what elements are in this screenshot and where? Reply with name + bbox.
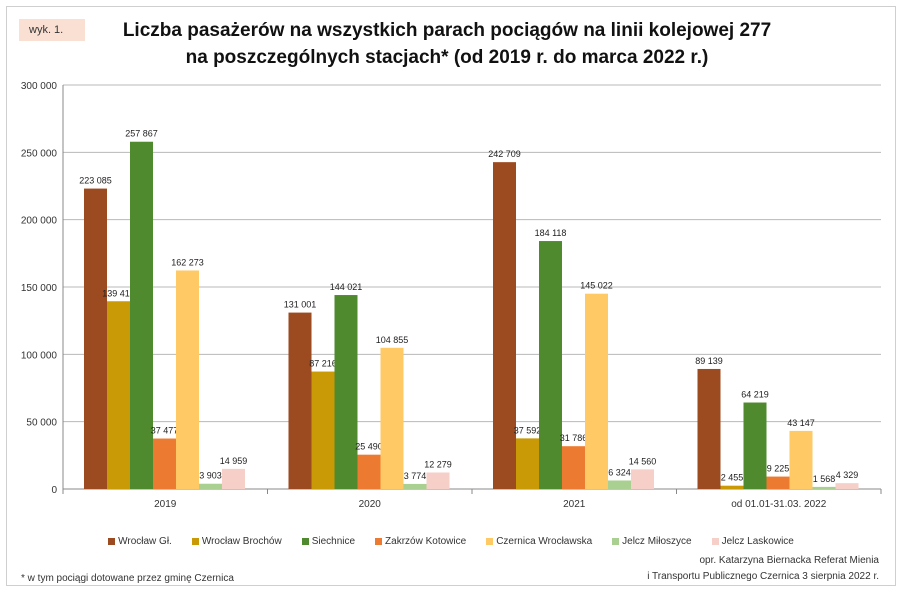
bar: [562, 446, 585, 489]
y-tick-label: 0: [51, 485, 57, 496]
data-label: 14 560: [629, 456, 657, 466]
y-tick-label: 150 000: [21, 283, 58, 294]
y-tick-label: 100 000: [21, 350, 58, 361]
bar: [199, 483, 222, 489]
data-label: 184 118: [535, 228, 567, 238]
credit: opr. Katarzyna Biernacka Referat Mienia …: [647, 553, 879, 585]
data-label: 87 216: [309, 359, 337, 369]
legend-item: Zakrzów Kotowice: [375, 536, 466, 547]
credit-line-1: opr. Katarzyna Biernacka Referat Mienia: [699, 555, 879, 566]
data-label: 1 568: [813, 474, 836, 484]
bar: [516, 438, 539, 489]
bar-chart: 0 50 000 100 000 150 000 200 000 250 000 300 0…: [21, 81, 882, 510]
data-label: 223 085: [79, 176, 112, 186]
bar: [608, 480, 631, 489]
legend-item: Czernica Wrocławska: [486, 536, 592, 547]
legend-swatch: [711, 538, 719, 545]
credit-line-2: i Transportu Publicznego Czernica 3 sier…: [647, 571, 879, 582]
data-label: 139 416: [102, 288, 135, 298]
bar: [107, 301, 130, 489]
legend-label: Czernica Wrocławska: [496, 536, 593, 547]
data-label: 145 022: [580, 281, 613, 291]
footnote: * w tym pociągi dotowane przez gminę Cze…: [21, 573, 234, 584]
bar: [631, 469, 654, 489]
data-label: 6 324: [608, 467, 631, 477]
data-label: 104 855: [376, 335, 409, 345]
x-tick-label: 2019: [154, 499, 177, 510]
data-label: 9 225: [767, 464, 790, 474]
legend-label: Zakrzów Kotowice: [385, 536, 467, 547]
bar: [222, 468, 245, 489]
title-line-1: Liczba pasażerów na wszystkich parach po…: [122, 20, 772, 41]
data-label: 43 147: [787, 418, 815, 428]
data-label: 12 279: [424, 459, 452, 469]
legend-swatch: [301, 538, 309, 545]
bar: [766, 476, 790, 489]
legend-swatch: [108, 538, 116, 545]
data-label: 131 001: [284, 300, 317, 310]
bar: [585, 293, 608, 489]
legend-label: Jelcz Laskowice: [721, 536, 794, 547]
bar: [812, 486, 836, 489]
bar: [176, 270, 199, 489]
legend-swatch: [612, 538, 620, 545]
bar: [743, 402, 767, 489]
bar: [311, 371, 335, 489]
data-label: 14 959: [220, 456, 248, 466]
data-label: 144 021: [330, 282, 363, 292]
data-label: 37 592: [514, 425, 542, 435]
legend: Wrocław Gł. Wrocław Brochów Siechnice Zakrz…: [7, 536, 895, 547]
x-tick-label: 2020: [359, 499, 382, 510]
bar: [84, 188, 107, 490]
legend-label: Siechnice: [311, 536, 356, 547]
legend-swatch: [375, 538, 383, 545]
data-label: 242 709: [488, 149, 521, 159]
bar: [130, 141, 153, 489]
legend-item: Wrocław Gł.: [108, 536, 172, 547]
bar: [720, 485, 744, 489]
x-tick-label: 2021: [563, 499, 586, 510]
legend-swatch: [486, 538, 494, 545]
data-label: 4 329: [836, 470, 859, 480]
bar: [426, 472, 450, 489]
chart-frame: wyk. 1. Liczba pasażerów na wszystkich p…: [6, 6, 896, 586]
bar: [334, 295, 358, 489]
data-label: 162 273: [171, 257, 204, 267]
bar: [380, 347, 404, 489]
legend-item: Jelcz Laskowice: [711, 536, 794, 547]
data-label: 64 219: [741, 390, 769, 400]
data-label: 2 455: [721, 473, 744, 483]
data-label: 257 867: [125, 129, 158, 139]
legend-label: Wrocław Gł.: [118, 536, 172, 547]
legend-item: Wrocław Brochów: [191, 536, 282, 547]
legend-item: Siechnice: [301, 536, 356, 547]
data-label: 37 477: [151, 426, 179, 436]
figure-tag: wyk. 1.: [19, 19, 85, 41]
bar: [697, 368, 721, 489]
y-tick-label: 50 000: [26, 418, 57, 429]
data-label: 89 139: [695, 356, 723, 366]
x-tick-label: od 01.01-31.03. 2022: [731, 499, 827, 510]
data-label: 3 774: [404, 471, 427, 481]
y-tick-label: 300 000: [21, 81, 58, 92]
data-label: 31 786: [560, 433, 588, 443]
bar: [835, 483, 859, 489]
bar: [288, 312, 312, 489]
y-tick-label: 250 000: [21, 148, 58, 159]
bar: [789, 430, 813, 489]
bar: [153, 438, 176, 489]
data-label: 3 903: [199, 471, 222, 481]
bar: [493, 162, 516, 489]
legend-label: Wrocław Brochów: [201, 536, 282, 547]
bar: [357, 454, 381, 489]
legend-swatch: [191, 538, 199, 545]
legend-item: Jelcz Miłoszyce: [612, 536, 692, 547]
bar: [403, 483, 427, 489]
data-label: 25 490: [355, 442, 383, 452]
chart-title: Liczba pasażerów na wszystkich parach po…: [97, 17, 797, 71]
legend-label: Jelcz Miłoszyce: [622, 536, 692, 547]
bar: [539, 241, 562, 489]
title-line-2: na poszczególnych stacjach* (od 2019 r. …: [185, 47, 709, 68]
y-tick-label: 200 000: [21, 216, 58, 227]
